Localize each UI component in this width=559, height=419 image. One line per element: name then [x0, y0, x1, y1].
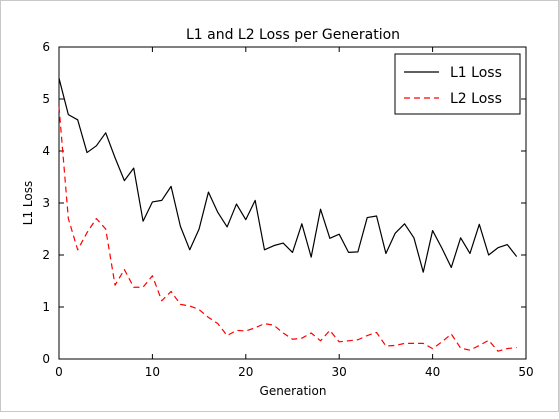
- chart-title: L1 and L2 Loss per Generation: [186, 27, 400, 43]
- y-tick-label: 5: [42, 92, 50, 106]
- y-tick-label: 3: [42, 196, 50, 210]
- x-tick-label: 50: [518, 365, 533, 379]
- x-tick-label: 0: [55, 365, 63, 379]
- y-tick-label: 1: [42, 300, 50, 314]
- y-tick-label: 6: [42, 40, 50, 54]
- y-tick-label: 2: [42, 248, 50, 262]
- legend: L1 Loss L2 Loss: [395, 54, 520, 114]
- x-axis-label: Generation: [260, 384, 327, 398]
- legend-label-l1: L1 Loss: [450, 65, 502, 81]
- y-tick-label: 0: [42, 352, 50, 366]
- legend-label-l2: L2 Loss: [450, 91, 502, 107]
- x-tick-label: 10: [145, 365, 160, 379]
- x-tick-label: 40: [425, 365, 440, 379]
- x-tick-label: 20: [238, 365, 253, 379]
- y-axis-label: L1 Loss: [21, 181, 35, 225]
- x-tick-label: 30: [332, 365, 347, 379]
- y-tick-label: 4: [42, 144, 50, 158]
